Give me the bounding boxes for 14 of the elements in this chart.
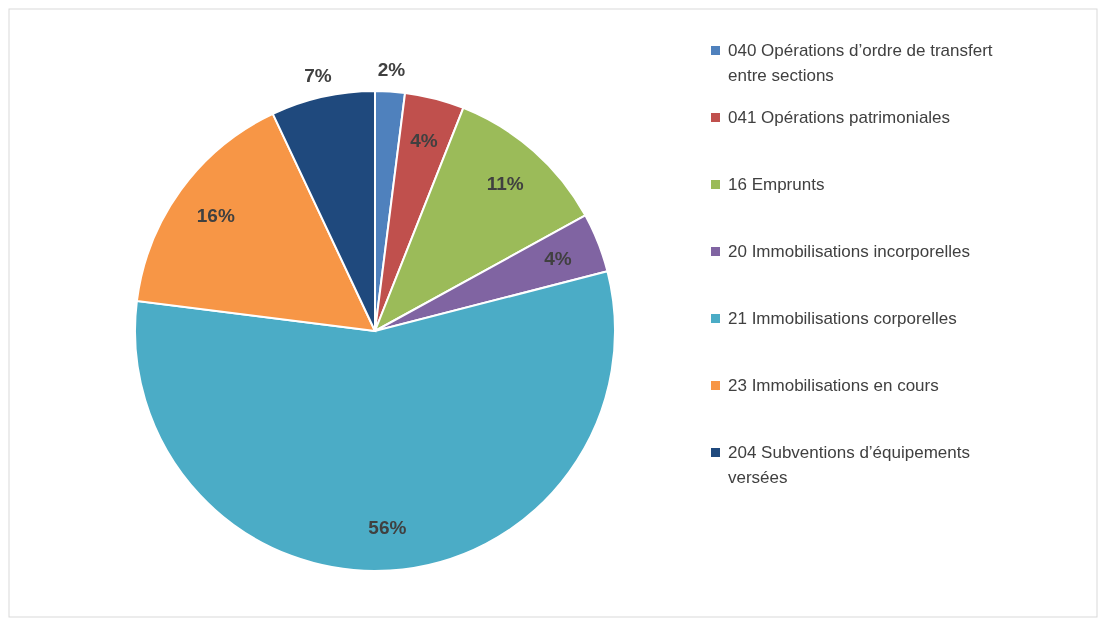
data-label: 4% <box>410 129 438 151</box>
data-label: 56% <box>368 516 407 538</box>
data-label: 2% <box>377 59 406 81</box>
data-label: 7% <box>304 65 332 87</box>
legend-label: 204 Subventions d’équipements versées <box>728 443 970 487</box>
legend-label: 23 Immobilisations en cours <box>728 376 939 395</box>
data-label: 16% <box>196 204 235 226</box>
legend-label: 21 Immobilisations corporelles <box>728 309 957 328</box>
legend-label: 20 Immobilisations incorporelles <box>728 242 970 261</box>
data-label: 4% <box>544 248 572 270</box>
legend-label: 16 Emprunts <box>728 175 825 194</box>
legend-label: 041 Opérations patrimoniales <box>728 108 951 127</box>
data-label: 11% <box>486 172 524 194</box>
legend-label: 040 Opérations d’ordre de transfert entre sections <box>728 41 993 85</box>
